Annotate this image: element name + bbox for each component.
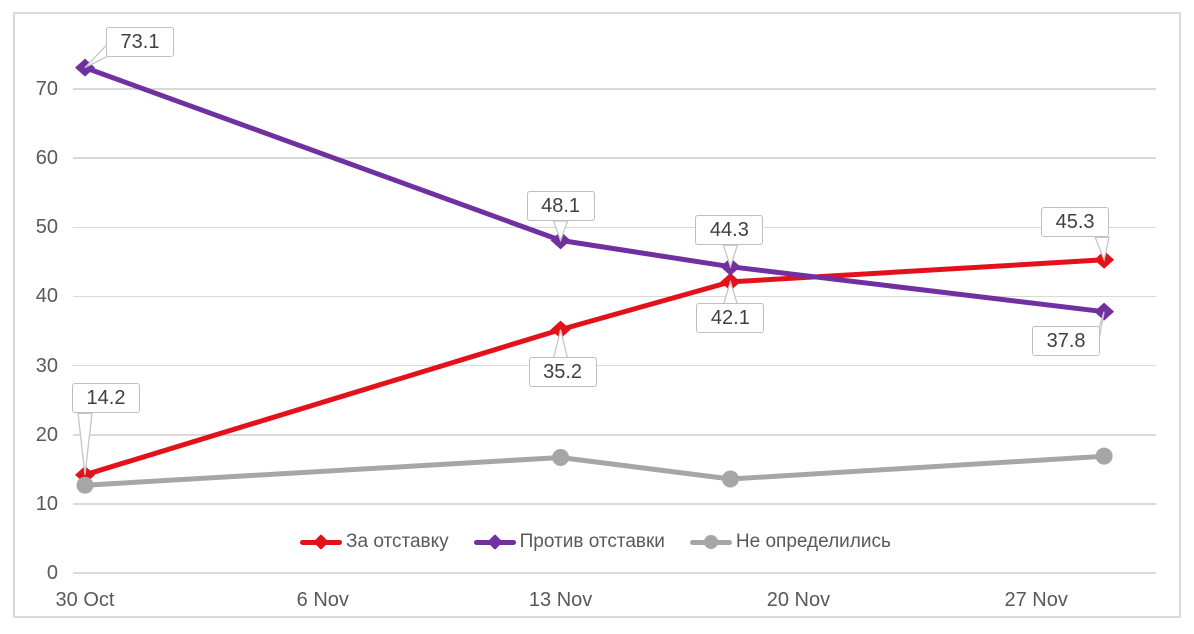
y-axis-tick-label: 10 — [35, 492, 58, 515]
diamond-marker-icon — [486, 534, 503, 550]
legend-label: Против отставки — [519, 531, 665, 552]
gridline — [73, 572, 1156, 574]
y-axis-tick-label: 0 — [46, 562, 58, 584]
x-axis-tick-label: 6 Nov — [296, 589, 349, 611]
series-line-2 — [82, 453, 1107, 488]
y-axis-tick-label: 60 — [35, 147, 58, 170]
series-line-0 — [82, 257, 1107, 478]
callout-leader-line — [722, 244, 739, 269]
circle-data-point-marker — [721, 470, 739, 488]
gridline — [73, 88, 1156, 90]
legend-label: За отставку — [346, 531, 449, 552]
series-line-1 — [82, 65, 1107, 315]
data-label-callout: 14.2 — [72, 383, 140, 414]
gridline — [73, 434, 1156, 436]
chart-legend: За отставку Против отставки Не определил… — [300, 531, 891, 553]
callout-leader-line — [84, 42, 108, 69]
x-axis-tick-label: 13 Nov — [528, 589, 593, 611]
gridline — [73, 364, 1156, 367]
circle-marker-icon — [703, 535, 718, 549]
y-axis-tick-label: 20 — [35, 423, 58, 446]
y-axis-tick-label: 40 — [35, 285, 58, 308]
x-axis-tick-label: 27 Nov — [1004, 589, 1068, 611]
callout-leader-line — [77, 412, 93, 475]
circle-data-point-marker — [1095, 447, 1113, 465]
gridline — [73, 295, 1156, 298]
legend-line-sample — [473, 534, 516, 550]
legend-label: Не определились — [735, 531, 891, 552]
gridline — [73, 226, 1156, 229]
data-label-callout: 73.1 — [106, 27, 174, 58]
legend-line-sample — [300, 534, 342, 550]
callout-leader-line — [552, 220, 569, 243]
data-label-callout: 37.8 — [1032, 326, 1101, 357]
data-label-callout: 35.2 — [528, 357, 597, 388]
legend-item-za-otstavku: За отставку — [300, 531, 449, 553]
legend-item-ne-opredelilis: Не определились — [689, 531, 891, 553]
x-axis-tick-label: 30 Oct — [55, 589, 115, 611]
data-label-callout: 45.3 — [1041, 207, 1110, 238]
gridline — [73, 157, 1156, 159]
legend-item-protiv-otstavki: Против отставки — [473, 531, 665, 553]
y-axis-tick-label: 30 — [35, 354, 58, 377]
callout-leader-line — [1094, 236, 1110, 262]
diamond-marker-icon — [313, 534, 329, 550]
data-label-callout: 48.1 — [526, 190, 595, 221]
data-label-callout: 42.1 — [696, 303, 765, 334]
y-axis-tick-label: 50 — [35, 216, 58, 239]
gridline — [73, 503, 1156, 505]
x-axis-tick-label: 20 Nov — [766, 589, 831, 611]
legend-line-sample — [689, 535, 732, 549]
circle-data-point-marker — [76, 476, 94, 494]
data-label-callout: 44.3 — [695, 215, 764, 246]
y-axis-tick-label: 70 — [35, 78, 58, 101]
circle-data-point-marker — [552, 449, 570, 467]
